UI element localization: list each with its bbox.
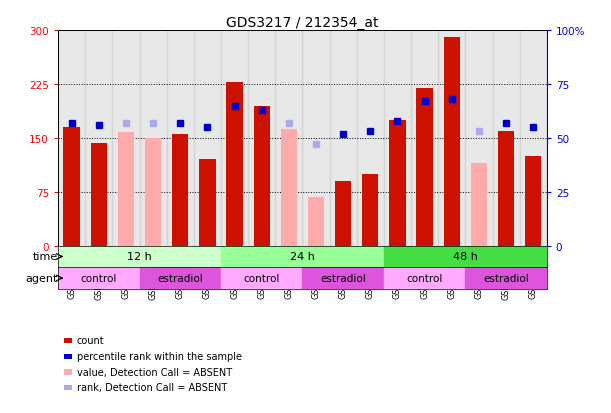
Bar bbox=[525, 157, 541, 246]
Bar bbox=[199, 160, 216, 246]
Text: agent: agent bbox=[26, 273, 58, 283]
Bar bbox=[384, 268, 466, 289]
Bar bbox=[520, 31, 547, 246]
Bar bbox=[438, 31, 466, 246]
Bar bbox=[276, 31, 302, 246]
Bar bbox=[417, 88, 433, 246]
Bar bbox=[221, 246, 384, 268]
Text: control: control bbox=[406, 273, 443, 283]
Text: 12 h: 12 h bbox=[127, 252, 152, 262]
Text: percentile rank within the sample: percentile rank within the sample bbox=[77, 351, 242, 361]
Bar bbox=[329, 31, 357, 246]
Bar bbox=[308, 197, 324, 246]
Bar bbox=[471, 164, 487, 246]
Bar bbox=[145, 138, 161, 246]
Bar bbox=[172, 135, 188, 246]
Bar bbox=[85, 31, 112, 246]
Bar bbox=[466, 31, 492, 246]
Bar bbox=[112, 31, 139, 246]
Bar bbox=[194, 31, 221, 246]
Text: 24 h: 24 h bbox=[290, 252, 315, 262]
Text: estradiol: estradiol bbox=[158, 273, 203, 283]
Text: value, Detection Call = ABSENT: value, Detection Call = ABSENT bbox=[77, 367, 232, 377]
Text: control: control bbox=[244, 273, 280, 283]
Bar bbox=[58, 268, 139, 289]
Bar bbox=[384, 246, 547, 268]
Bar bbox=[167, 31, 194, 246]
Bar bbox=[411, 31, 438, 246]
Bar bbox=[90, 144, 107, 246]
Text: estradiol: estradiol bbox=[483, 273, 529, 283]
Bar bbox=[498, 131, 514, 246]
Bar bbox=[492, 31, 520, 246]
Bar bbox=[139, 268, 221, 289]
Bar bbox=[357, 31, 384, 246]
Bar bbox=[221, 268, 302, 289]
Bar bbox=[280, 129, 297, 246]
Bar bbox=[335, 182, 351, 246]
Bar bbox=[58, 246, 221, 268]
Bar bbox=[302, 31, 329, 246]
Text: count: count bbox=[77, 335, 104, 345]
Bar bbox=[384, 31, 411, 246]
Bar bbox=[362, 174, 378, 246]
Text: estradiol: estradiol bbox=[320, 273, 366, 283]
Bar bbox=[444, 38, 460, 246]
Bar bbox=[221, 31, 248, 246]
Text: rank, Detection Call = ABSENT: rank, Detection Call = ABSENT bbox=[77, 382, 227, 392]
Bar bbox=[139, 31, 167, 246]
Bar bbox=[302, 268, 384, 289]
Text: control: control bbox=[81, 273, 117, 283]
Bar bbox=[64, 128, 80, 246]
Text: time: time bbox=[33, 252, 58, 262]
Bar bbox=[389, 121, 406, 246]
Bar bbox=[58, 31, 85, 246]
Bar bbox=[254, 106, 270, 246]
Bar bbox=[248, 31, 276, 246]
Bar bbox=[466, 268, 547, 289]
Bar bbox=[227, 83, 243, 246]
Title: GDS3217 / 212354_at: GDS3217 / 212354_at bbox=[226, 16, 379, 30]
Bar bbox=[118, 133, 134, 246]
Text: 48 h: 48 h bbox=[453, 252, 478, 262]
